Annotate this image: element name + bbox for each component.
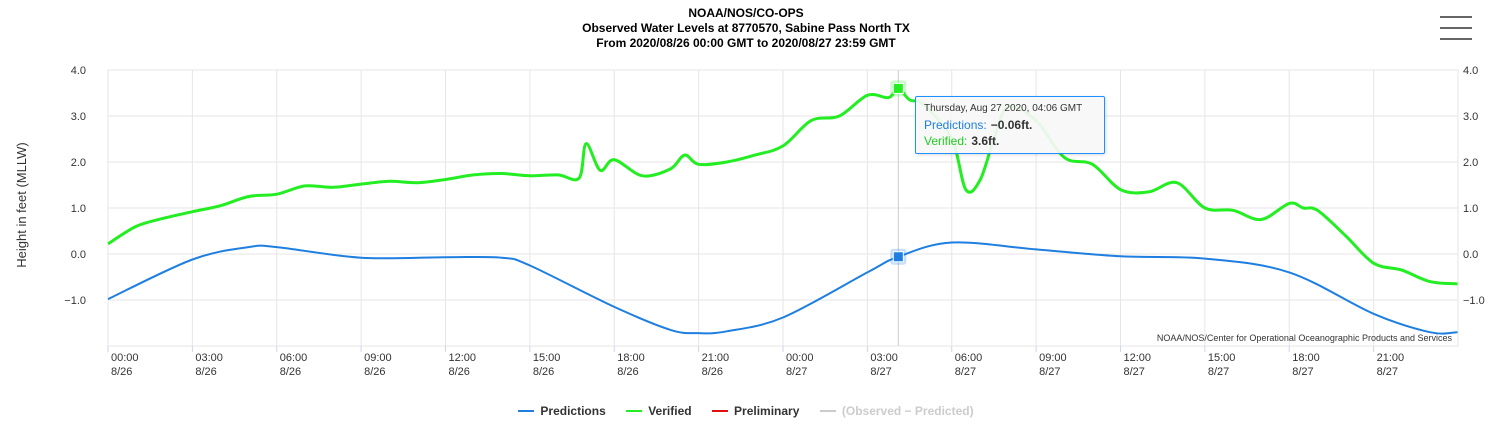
- x-tick-label-date: 8/27: [1377, 366, 1398, 378]
- chart-credits[interactable]: NOAA/NOS/Center for Operational Oceanogr…: [1156, 333, 1452, 343]
- x-tick-label-time: 06:00: [280, 352, 308, 364]
- x-tick-label-time: 18:00: [1292, 352, 1320, 364]
- y-tick-label-right: 1.0: [1463, 203, 1478, 215]
- data-tooltip: Thursday, Aug 27 2020, 04:06 GMT Predict…: [915, 96, 1105, 154]
- y-tick-label-right: −1.0: [1463, 295, 1485, 307]
- y-tick-label-right: 4.0: [1463, 65, 1478, 77]
- x-tick-label-date: 8/27: [786, 366, 807, 378]
- legend-item-preliminary[interactable]: Preliminary: [712, 404, 799, 418]
- series-line-predictions: [107, 241, 1458, 335]
- legend-swatch-preliminary: [712, 410, 729, 412]
- x-tick-label-time: 06:00: [955, 352, 983, 364]
- x-tick-label-time: 12:00: [449, 352, 477, 364]
- hover-marker-predictions: [892, 251, 904, 263]
- x-tick-label-date: 8/26: [449, 366, 470, 378]
- x-tick-label-time: 09:00: [364, 352, 392, 364]
- x-tick-label-date: 8/26: [364, 366, 385, 378]
- legend-label-predictions: Predictions: [540, 404, 606, 418]
- hamburger-menu-icon[interactable]: [1440, 16, 1472, 44]
- x-tick-label-date: 8/27: [1208, 366, 1229, 378]
- legend-item-predictions[interactable]: Predictions: [518, 404, 606, 418]
- chart-title-block: NOAA/NOS/CO-OPS Observed Water Levels at…: [0, 6, 1492, 51]
- tooltip-row-verified: Verified: 3.6ft.: [924, 133, 1096, 149]
- y-axis-title: Height in feet (MLLW): [14, 142, 29, 267]
- x-tick-label-date: 8/26: [280, 366, 301, 378]
- chart-title: Observed Water Levels at 8770570, Sabine…: [582, 21, 910, 35]
- tooltip-header: Thursday, Aug 27 2020, 04:06 GMT: [924, 103, 1083, 114]
- legend-item-observed-minus-predicted[interactable]: (Observed − Predicted): [819, 404, 974, 418]
- hover-markers: [890, 80, 907, 265]
- menu-bar: [1440, 16, 1472, 18]
- y-tick-label-right: 2.0: [1463, 157, 1478, 169]
- legend-item-verified[interactable]: Verified: [626, 404, 692, 418]
- series-lines: [107, 86, 1458, 335]
- x-tick-label-date: 8/26: [111, 366, 132, 378]
- series-line-verified: [107, 86, 1458, 286]
- x-tick-label-date: 8/27: [1039, 366, 1060, 378]
- x-tick-label-time: 21:00: [702, 352, 730, 364]
- y-tick-label-left: 3.0: [71, 111, 86, 123]
- x-tick-label-date: 8/27: [870, 366, 891, 378]
- x-tick-label-time: 18:00: [617, 352, 645, 364]
- x-tick-label-date: 8/27: [1292, 366, 1313, 378]
- grid-lines: [107, 69, 1459, 347]
- x-tick-label-time: 03:00: [195, 352, 223, 364]
- tooltip-value-verified: 3.6ft.: [971, 134, 1000, 148]
- y-tick-label-left: 4.0: [71, 65, 86, 77]
- menu-bar: [1440, 38, 1472, 40]
- legend-label-preliminary: Preliminary: [734, 404, 800, 418]
- x-axis-ticks: 00:00 8/26 03:00 8/26 06:00 8/26 09:00 8/26 12:0…: [107, 346, 1405, 378]
- menu-bar: [1440, 27, 1472, 29]
- tooltip-row-predictions: Predictions: −0.06ft.: [924, 117, 1096, 133]
- tooltip-label-predictions: Predictions:: [924, 118, 987, 132]
- y-tick-label-left: 1.0: [71, 203, 86, 215]
- legend-swatch-verified: [626, 410, 643, 412]
- x-tick-label-time: 15:00: [1208, 352, 1236, 364]
- y-tick-label-left: 2.0: [71, 157, 86, 169]
- tooltip-value-predictions: −0.06ft.: [990, 118, 1033, 132]
- legend-swatch-observed-minus-predicted: [819, 410, 836, 412]
- y-tick-label-left: 0.0: [71, 249, 86, 261]
- y-tick-label-left: −1.0: [64, 295, 86, 307]
- x-tick-label-date: 8/26: [195, 366, 216, 378]
- x-tick-label-time: 09:00: [1039, 352, 1067, 364]
- x-tick-label-time: 12:00: [1124, 352, 1152, 364]
- chart-legend: Predictions Verified Preliminary (Observ…: [0, 399, 1492, 418]
- x-tick-label-time: 15:00: [533, 352, 561, 364]
- x-tick-label-time: 03:00: [870, 352, 898, 364]
- x-tick-label-date: 8/27: [955, 366, 976, 378]
- x-tick-label-date: 8/26: [702, 366, 723, 378]
- tooltip-label-verified: Verified:: [924, 134, 968, 148]
- x-tick-label-date: 8/27: [1124, 366, 1145, 378]
- x-tick-label-date: 8/26: [533, 366, 554, 378]
- y-axis-left-ticks: −1.0 0.0 1.0 2.0 3.0 4.0: [64, 65, 86, 307]
- chart-subtitle: From 2020/08/26 00:00 GMT to 2020/08/27 …: [596, 36, 896, 50]
- x-tick-label-date: 8/26: [617, 366, 638, 378]
- x-tick-label-time: 00:00: [111, 352, 139, 364]
- legend-swatch-predictions: [518, 410, 535, 412]
- y-tick-label-right: 0.0: [1463, 249, 1478, 261]
- legend-label-verified: Verified: [648, 404, 692, 418]
- legend-label-observed-minus-predicted: (Observed − Predicted): [841, 404, 974, 418]
- x-tick-label-time: 00:00: [786, 352, 814, 364]
- y-axis-right-ticks: −1.0 0.0 1.0 2.0 3.0 4.0: [1463, 65, 1485, 307]
- y-tick-label-right: 3.0: [1463, 111, 1478, 123]
- x-tick-label-time: 21:00: [1377, 352, 1405, 364]
- chart-supertitle: NOAA/NOS/CO-OPS: [688, 6, 804, 20]
- hover-marker-verified: [892, 82, 904, 94]
